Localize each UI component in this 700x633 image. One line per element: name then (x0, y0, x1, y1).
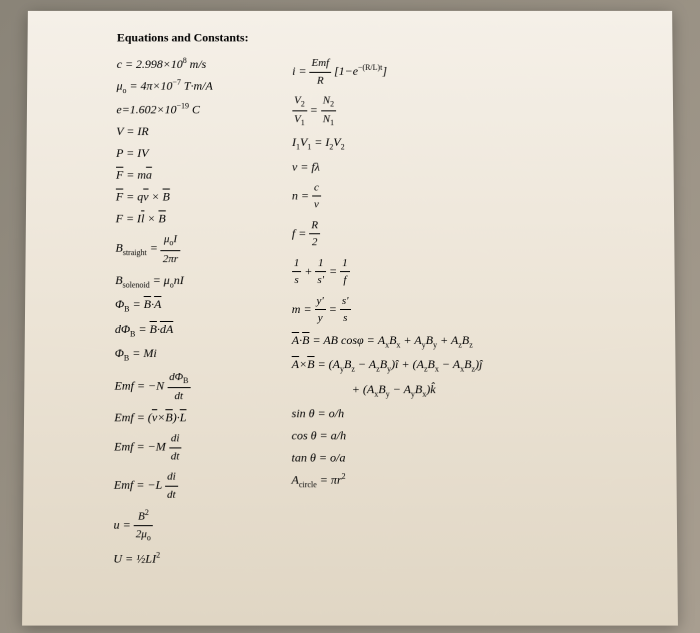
eq-index: n = cv (292, 179, 482, 213)
eq-cross2: + (AxBy − AyBx)k̂ (292, 380, 483, 400)
eq-focal: f = R2 (292, 217, 482, 251)
eq-mag: m = y'y = s's (292, 293, 482, 327)
eq-c: c = 2.998×108 m/s (117, 55, 213, 73)
eq-dflux: dΦB = B·dA (115, 320, 212, 340)
eq-fluxm: ΦB = Mi (115, 344, 212, 364)
eq-transformer: V2V1 = N2N1 (292, 93, 481, 130)
eq-ohm: V = IR (116, 123, 212, 141)
eq-power: P = IV (116, 144, 212, 162)
eq-lorentz: F = qv × B (116, 188, 213, 206)
left-column: c = 2.998×108 m/s μo = 4π×10−7 T·m/A e=1… (113, 55, 213, 567)
eq-u-density: u = B22μo (113, 507, 211, 545)
eq-newton: F = ma (116, 166, 212, 184)
eq-bsolenoid: Bsolenoid = μonI (115, 271, 212, 291)
paper-sheet: Equations and Constants: c = 2.998×108 m… (22, 11, 678, 626)
eq-emf-l: Emf = −L didt (114, 469, 211, 503)
eq-rl: i = EmfR [1−e−(R/L)t] (292, 55, 481, 88)
eq-emf-vb: Emf = (v×B)·L (114, 409, 211, 427)
eq-sin: sin θ = o/h (292, 404, 483, 422)
eq-circle: Acircle = πr2 (291, 471, 482, 492)
eq-u-inductor: U = ½LI2 (113, 549, 211, 567)
eq-cos: cos θ = a/h (292, 426, 483, 444)
eq-emf-n: Emf = −N dΦBdt (114, 369, 211, 405)
eq-fil: F = Il × B (116, 210, 213, 228)
eq-flux: ΦB = B·A (115, 295, 212, 315)
page-title: Equations and Constants: (117, 31, 643, 46)
right-column: i = EmfR [1−e−(R/L)t] V2V1 = N2N1 I1V1 =… (291, 55, 483, 567)
eq-iv: I1V1 = I2V2 (292, 133, 482, 153)
eq-mu0: μo = 4π×10−7 T·m/A (116, 77, 212, 97)
eq-cross1: A×B = (AyBz − AzBy)î + (AzBx − AxBz)ĵ (292, 355, 483, 375)
eq-wave: v = fλ (292, 158, 482, 176)
eq-dot: A·B = AB cosφ = AxBx + AyBy + AzBz (292, 331, 483, 351)
eq-tan: tan θ = o/a (292, 448, 483, 466)
eq-lens: 1s + 1s' = 1f (292, 255, 482, 289)
eq-bstraight: Bstraight = μoI2πr (115, 232, 212, 268)
eq-e: e=1.602×10−19 C (116, 101, 212, 119)
equation-columns: c = 2.998×108 m/s μo = 4π×10−7 T·m/A e=1… (113, 55, 647, 567)
eq-emf-m: Emf = −M didt (114, 431, 211, 465)
